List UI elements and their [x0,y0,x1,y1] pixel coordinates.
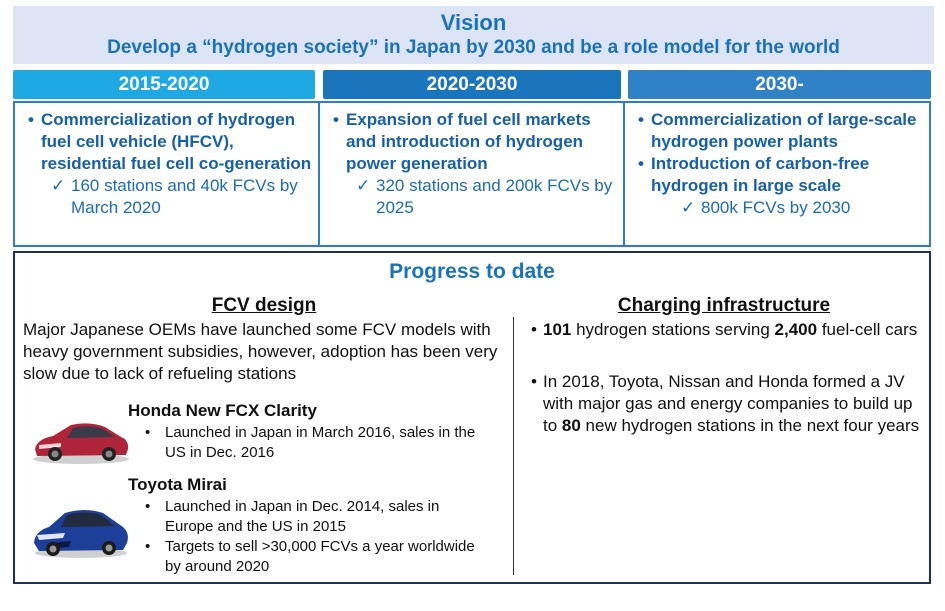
period-goal: • Expansion of fuel cell markets and int… [326,109,619,175]
bullet-icon: • [531,320,537,339]
text-run: hydrogen stations serving [571,320,775,339]
target-text: 320 stations and 200k FCVs by 2025 [376,176,613,217]
toyota-bullet: • Launched in Japan in Dec. 2014, sales … [145,497,485,537]
fcv-design-heading: FCV design [211,295,317,316]
period-goal: • Commercialization of large-scale hydro… [631,109,925,153]
period-tab-2020-2030: 2020-2030 [323,70,621,99]
vision-banner: Vision Develop a “hydrogen society” in J… [13,6,934,64]
new-station-count: 80 [561,416,581,435]
bullet-icon: • [145,498,151,515]
period-target: ✓ 320 stations and 200k FCVs by 2025 [326,175,619,219]
bullet-icon: • [333,110,339,129]
toyota-bullet: • Targets to sell >30,000 FCVs a year wo… [145,537,485,577]
station-count: 101 [543,320,572,339]
text-run: fuel-cell cars [817,320,918,339]
progress-title: Progress to date [389,260,555,283]
target-text: 160 stations and 40k FCVs by March 2020 [71,176,298,217]
vision-title: Vision [440,10,507,35]
period-column-2020-2030: • Expansion of fuel cell markets and int… [320,103,625,245]
toyota-model-name: Toyota Mirai [128,475,227,494]
bullet-icon: • [28,110,34,129]
bullet-icon: • [531,372,537,391]
period-column-2015-2020: • Commercialization of hydrogen fuel cel… [15,103,320,245]
text-run: new hydrogen stations in the next four y… [580,416,920,435]
check-icon: ✓ [681,198,696,217]
goal-text: Commercialization of hydrogen fuel cell … [41,110,312,173]
goal-text: Introduction of carbon-free hydrogen in … [651,154,870,195]
bullet-text: 101 hydrogen stations serving 2,400 fuel… [543,319,917,341]
check-icon: ✓ [51,176,66,195]
bullet-icon: • [638,154,644,173]
bullet-text: In 2018, Toyota, Nissan and Honda formed… [543,371,926,437]
fcv-summary: Major Japanese OEMs have launched some F… [23,320,498,383]
honda-car-image [33,423,129,464]
toyota-car-image [34,510,128,558]
vision-subtitle: Develop a “hydrogen society” in Japan by… [107,37,840,58]
bullet-icon: • [638,110,644,129]
progress-panel: Progress to date FCV design Charging inf… [13,251,931,584]
period-target: ✓ 160 stations and 40k FCVs by March 202… [21,175,314,219]
goal-text: Expansion of fuel cell markets and intro… [346,110,591,173]
check-icon: ✓ [356,176,371,195]
honda-bullet: • Launched in Japan in March 2016, sales… [145,423,485,463]
target-text: 800k FCVs by 2030 [701,198,851,217]
goal-text: Commercialization of large-scale hydroge… [651,110,917,151]
period-column-2030: • Commercialization of large-scale hydro… [625,103,929,245]
period-details: • Commercialization of hydrogen fuel cel… [13,101,931,247]
period-goal: • Introduction of carbon-free hydrogen i… [631,153,925,197]
car-count: 2,400 [774,320,818,339]
charging-infrastructure-heading: Charging infrastructure [617,295,831,316]
period-target: ✓ 800k FCVs by 2030 [631,197,925,219]
bullet-icon: • [145,424,151,441]
bullet-text: Launched in Japan in March 2016, sales i… [165,424,476,461]
infra-bullet: • In 2018, Toyota, Nissan and Honda form… [531,371,926,437]
bullet-icon: • [145,538,151,555]
column-divider [513,317,514,575]
period-tab-2015-2020: 2015-2020 [13,70,315,99]
infra-bullet: • 101 hydrogen stations serving 2,400 fu… [531,319,926,341]
bullet-text: Launched in Japan in Dec. 2014, sales in… [165,498,440,535]
text-run: In 2018, Toyota, Nissan and Honda formed… [543,372,913,435]
period-tab-2030: 2030- [628,70,931,99]
honda-model-name: Honda New FCX Clarity [128,401,317,420]
bullet-text: Targets to sell >30,000 FCVs a year worl… [165,538,475,575]
period-goal: • Commercialization of hydrogen fuel cel… [21,109,314,175]
